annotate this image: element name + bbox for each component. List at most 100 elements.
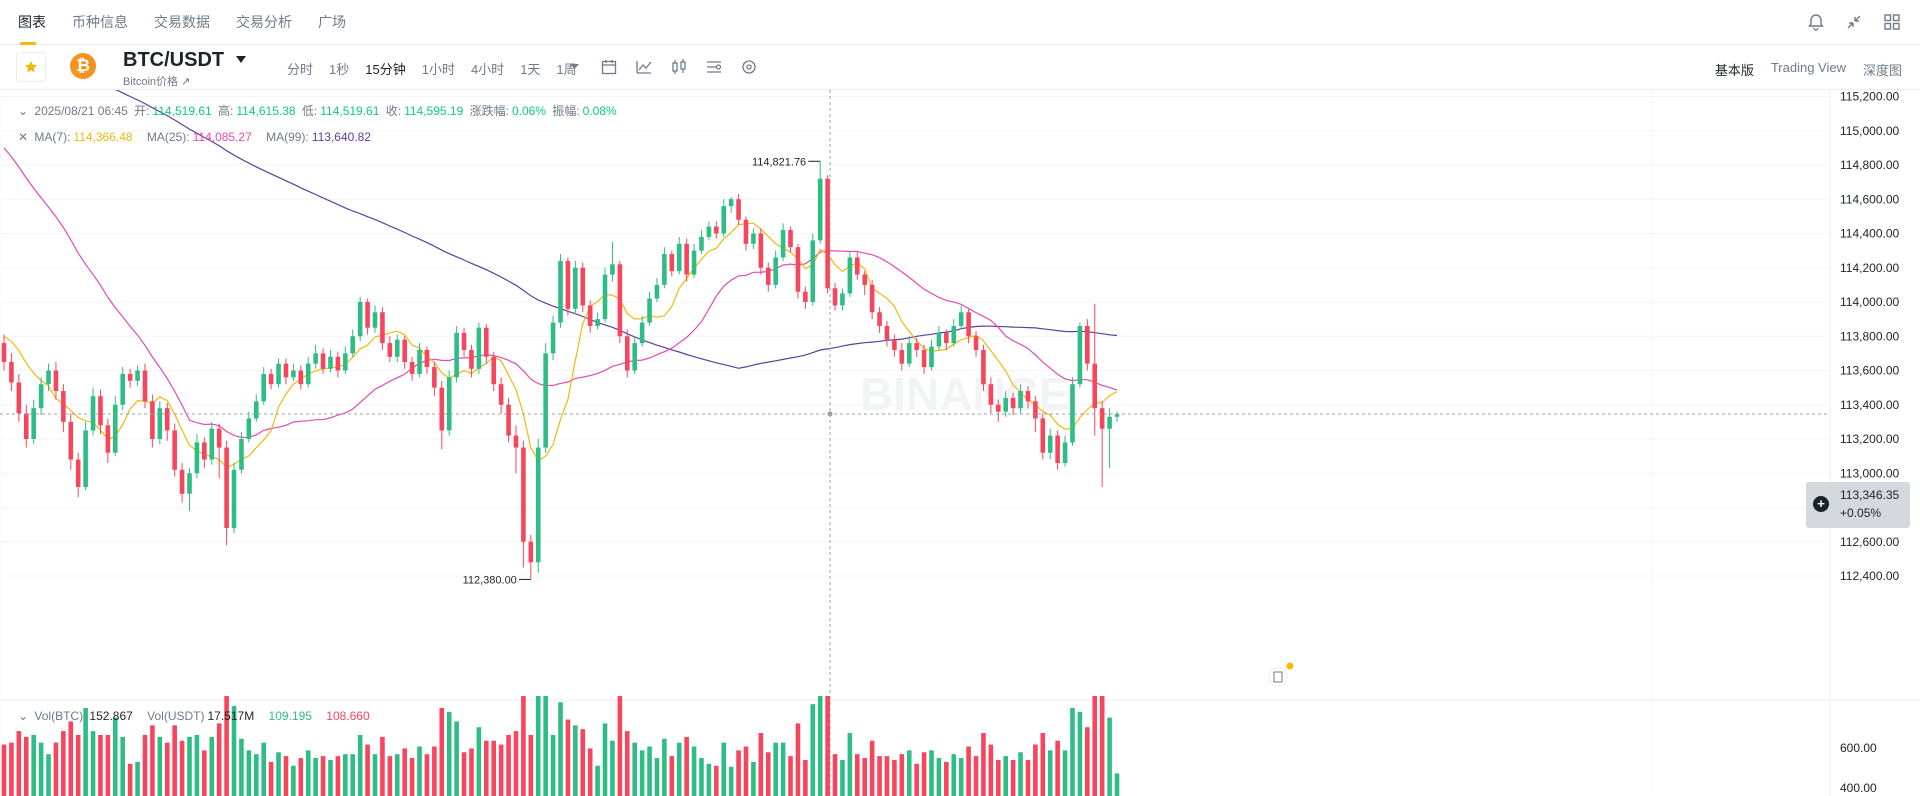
volume-bar: [951, 754, 957, 796]
candle-body: [973, 336, 979, 350]
candle-body: [565, 260, 571, 309]
interval-tick[interactable]: 分时: [287, 62, 314, 77]
bell-icon[interactable]: [1806, 12, 1826, 32]
candle-body: [231, 469, 237, 529]
candle-body: [402, 339, 407, 362]
candle-body: [832, 288, 838, 306]
y-tick-label: 113,600.00: [1840, 364, 1899, 378]
candle-body: [335, 356, 341, 371]
ma25-value: 114,085.27: [192, 130, 252, 144]
candle-body: [365, 302, 370, 328]
calendar-icon[interactable]: [600, 58, 618, 76]
interval-1h[interactable]: 1小时: [421, 62, 455, 77]
open-value: 114,519.61: [152, 104, 212, 118]
volume-bar: [936, 758, 942, 796]
candle-style-icon[interactable]: [670, 58, 688, 76]
candle-body: [780, 230, 786, 258]
volume-bar: [135, 761, 140, 796]
candle-body: [372, 312, 378, 328]
volume-bar: [157, 736, 163, 796]
candle-body: [68, 421, 74, 460]
pair-title[interactable]: BTC/USDT: [123, 49, 225, 71]
volume-bar: [365, 744, 370, 796]
volume-bar: [728, 766, 734, 796]
candle-body: [847, 257, 853, 294]
candle-body: [1062, 442, 1068, 463]
candle-body: [1018, 391, 1023, 409]
ma-close-icon[interactable]: ✕: [18, 130, 29, 144]
volume-collapse-icon[interactable]: ⌄: [18, 709, 29, 723]
candle-body: [714, 226, 719, 234]
layout-grid-icon[interactable]: [1882, 12, 1902, 32]
candle-body: [632, 343, 637, 371]
volume-bar: [113, 717, 118, 796]
gear-icon[interactable]: [740, 58, 758, 76]
volume-bar: [803, 759, 808, 796]
volume-bar: [632, 742, 637, 796]
candle-body: [936, 332, 942, 347]
candle-body: [164, 408, 170, 431]
volume-bar: [187, 736, 192, 796]
interval-selector: 分时 1秒 15分钟 1小时 4小时 1天 1周: [287, 59, 593, 78]
candle-body: [454, 332, 459, 378]
candlestick-chart[interactable]: BINANCE 114,821.76 112,380.00 112,400.00 1…: [0, 90, 1920, 796]
volume-bar: [528, 734, 534, 796]
volume-bar: [595, 765, 600, 796]
tab-trading-analysis[interactable]: 交易分析: [236, 13, 292, 30]
ma7-value: 114,366.48: [73, 130, 133, 144]
add-alert-icon[interactable]: +: [1813, 496, 1829, 512]
interval-1d[interactable]: 1天: [520, 62, 541, 77]
interval-4h[interactable]: 4小时: [470, 62, 505, 77]
candle-body: [61, 391, 66, 422]
interval-1s[interactable]: 1秒: [329, 62, 350, 77]
current-price-tag[interactable]: + 113,346.35 +0.05%: [1806, 482, 1910, 528]
candle-body: [261, 373, 266, 402]
candle-body: [75, 459, 81, 487]
tab-square[interactable]: 广场: [318, 13, 346, 30]
volume-bar: [90, 731, 96, 796]
volume-bar: [335, 756, 341, 796]
volume-bar: [921, 752, 927, 796]
candle-body: [150, 401, 155, 439]
view-depth[interactable]: 深度图: [1862, 63, 1902, 78]
volume-bar: [1018, 752, 1023, 796]
interval-15m[interactable]: 15分钟: [365, 62, 406, 77]
candle-body: [624, 336, 630, 371]
legend-collapse-icon[interactable]: ⌄: [18, 104, 29, 118]
ma7-label: MA(7):: [34, 130, 71, 144]
y-tick-label: 114,200.00: [1840, 261, 1899, 275]
caret-down-icon[interactable]: [236, 56, 246, 64]
candle-body: [224, 447, 229, 529]
tab-chart[interactable]: 图表: [18, 0, 46, 45]
volume-bar: [565, 719, 571, 796]
coin-subname-link[interactable]: Bitcoin价格 ↗: [123, 76, 191, 88]
candle-body: [573, 267, 578, 309]
candle-body: [929, 346, 934, 368]
indicator-icon[interactable]: [635, 58, 653, 76]
candle-body: [817, 178, 823, 241]
candle-body: [884, 325, 890, 340]
volume-bar: [639, 750, 645, 796]
collapse-icon[interactable]: [1844, 12, 1864, 32]
chart-settings-lines-icon[interactable]: [705, 58, 723, 76]
volume-bar: [1070, 708, 1075, 796]
volume-bar: [1033, 744, 1038, 796]
volume-bar: [847, 733, 853, 796]
candle-body: [951, 325, 957, 344]
tab-trading-data[interactable]: 交易数据: [154, 13, 210, 30]
interval-more-caret-icon[interactable]: [570, 64, 579, 70]
volume-bar: [276, 752, 281, 796]
candle-body: [1107, 416, 1112, 429]
candle-body: [298, 370, 304, 385]
tab-coin-info[interactable]: 币种信息: [72, 13, 128, 30]
view-basic[interactable]: 基本版: [1714, 63, 1754, 78]
candle-body: [921, 349, 927, 368]
volume-bar: [439, 708, 445, 796]
volume-bar: [587, 748, 593, 796]
candle-body: [135, 370, 140, 381]
crosshair-dot: [827, 411, 833, 417]
chart-area[interactable]: BINANCE 114,821.76 112,380.00 112,400.00 1…: [0, 90, 1920, 796]
favorite-button[interactable]: [16, 52, 46, 82]
view-tradingview[interactable]: Trading View: [1770, 60, 1846, 75]
candle-body: [142, 370, 148, 402]
